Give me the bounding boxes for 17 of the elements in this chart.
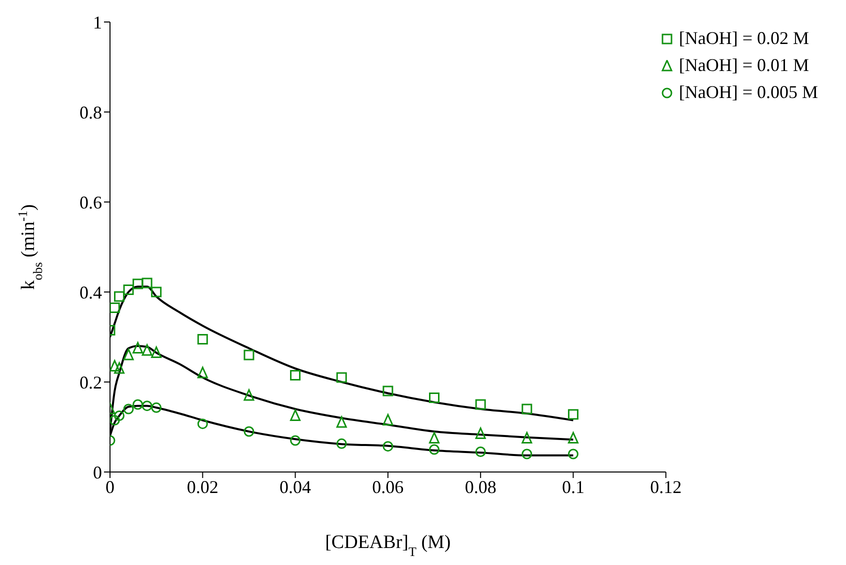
legend-label: [NaOH] = 0.02 M bbox=[678, 28, 809, 49]
y-tick-label: 0.2 bbox=[80, 372, 102, 392]
x-axis-title: [CDEABr]$_{T}$ (M) bbox=[325, 532, 451, 558]
legend-label: [NaOH] = 0.005 M bbox=[678, 82, 818, 103]
y-tick-label: 0 bbox=[93, 462, 102, 482]
y-tick-label: 0.8 bbox=[80, 102, 102, 122]
y-tick-label: 0.4 bbox=[80, 282, 102, 302]
x-tick-label: 0.12 bbox=[650, 476, 682, 497]
x-tick-label: 0.04 bbox=[280, 476, 312, 497]
x-tick-label: 0.08 bbox=[464, 476, 496, 497]
y-tick-label: 1 bbox=[93, 12, 102, 32]
y-tick-label: 0.6 bbox=[80, 192, 102, 212]
legend-label: [NaOH] = 0.01 M bbox=[678, 55, 809, 76]
x-tick-label: 0.06 bbox=[372, 476, 404, 497]
x-tick-label: 0 bbox=[106, 476, 114, 497]
x-tick-label: 0.02 bbox=[186, 476, 218, 497]
x-tick-label: 0.1 bbox=[562, 476, 584, 497]
